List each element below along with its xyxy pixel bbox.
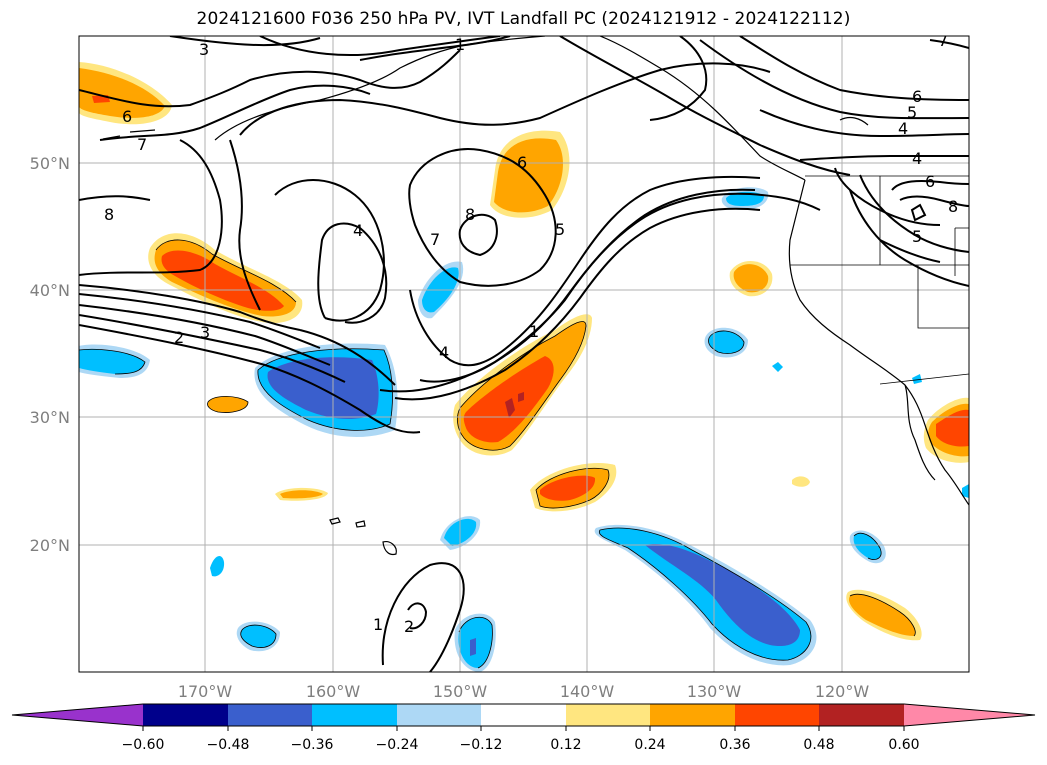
pv-contours (79, 36, 969, 672)
shading-outlines (79, 239, 916, 669)
contour-label: 6 (122, 107, 132, 126)
contour-label: 3 (200, 323, 210, 342)
colorbar-tick-label: −0.12 (460, 737, 503, 753)
lat-label: 30°N (30, 408, 70, 427)
map-frame (78, 35, 970, 673)
contour-label: 8 (465, 205, 475, 224)
colorbar-tick-label: 0.60 (888, 737, 919, 753)
colorbar-tick-label: 0.48 (803, 737, 834, 753)
contour-label: 4 (898, 119, 908, 138)
colorbar-right-extension (904, 704, 1035, 726)
contour-label: 7 (430, 230, 440, 249)
contour-label: 7 (938, 31, 948, 50)
lat-label: 40°N (30, 281, 70, 300)
colorbar-tick-label: 0.36 (719, 737, 750, 753)
lon-label: 150°W (433, 682, 488, 701)
colorbar-segment (735, 704, 819, 726)
contour-label: 8 (104, 205, 114, 224)
lon-label: 130°W (687, 682, 742, 701)
colorbar-segment (481, 704, 566, 726)
lat-label: 50°N (30, 154, 70, 173)
lon-label: 140°W (560, 682, 615, 701)
contour-label: 7 (137, 135, 147, 154)
colorbar-tick-label: −0.36 (291, 737, 334, 753)
map-title: 2024121600 F036 250 hPa PV, IVT Landfall… (196, 9, 851, 29)
colorbar-left-extension (12, 704, 143, 726)
contour-label: 4 (912, 149, 922, 168)
longitude-labels: 170°W 160°W 150°W 140°W 130°W 120°W (178, 682, 870, 701)
colorbar-segment (819, 704, 904, 726)
colorbar-tick-label: −0.48 (207, 737, 250, 753)
colorbar-segment (143, 704, 228, 726)
lon-label: 170°W (178, 682, 233, 701)
colorbar-segment (650, 704, 735, 726)
contour-label: 4 (353, 221, 363, 240)
colorbar: −0.60 −0.48 −0.36 −0.24 −0.12 0.12 0.24 … (11, 703, 1036, 753)
colorbar-tick-label: 0.12 (550, 737, 581, 753)
colorbar-tick-label: −0.60 (122, 737, 165, 753)
contour-label: 5 (912, 227, 922, 246)
lat-label: 20°N (30, 536, 70, 555)
political-borders (790, 175, 969, 385)
contour-label: 1 (529, 322, 539, 341)
colorbar-segment (566, 704, 650, 726)
lon-label: 120°W (815, 682, 870, 701)
colorbar-tick-label: 0.24 (634, 737, 665, 753)
colorbar-tick-label: −0.24 (376, 737, 419, 753)
shaded-negative-regions (79, 187, 969, 672)
contour-label: 5 (555, 220, 565, 239)
colorbar-segment (397, 704, 481, 726)
contour-label: 2 (404, 617, 414, 636)
contour-label: 1 (373, 615, 383, 634)
contour-label: 6 (925, 172, 935, 191)
contour-label: 6 (517, 153, 527, 172)
contour-labels: 3 1 6 7 6 5 4 4 6 8 5 6 8 4 7 5 2 3 1 4 … (104, 31, 958, 636)
colorbar-segment (312, 704, 397, 726)
contour-label: 4 (439, 343, 449, 362)
contour-label: 6 (912, 87, 922, 106)
gridlines (79, 36, 969, 672)
lon-label: 160°W (306, 682, 361, 701)
contour-label: 5 (907, 103, 917, 122)
colorbar-segment (228, 704, 312, 726)
map-plot-area: 3 1 6 7 6 5 4 4 6 8 5 6 8 4 7 5 2 3 1 4 … (79, 31, 969, 672)
contour-label: 1 (455, 35, 465, 54)
contour-label: 2 (174, 328, 184, 347)
latitude-labels: 50°N 40°N 30°N 20°N (30, 154, 70, 555)
contour-label: 3 (199, 40, 209, 59)
contour-label: 8 (948, 197, 958, 216)
